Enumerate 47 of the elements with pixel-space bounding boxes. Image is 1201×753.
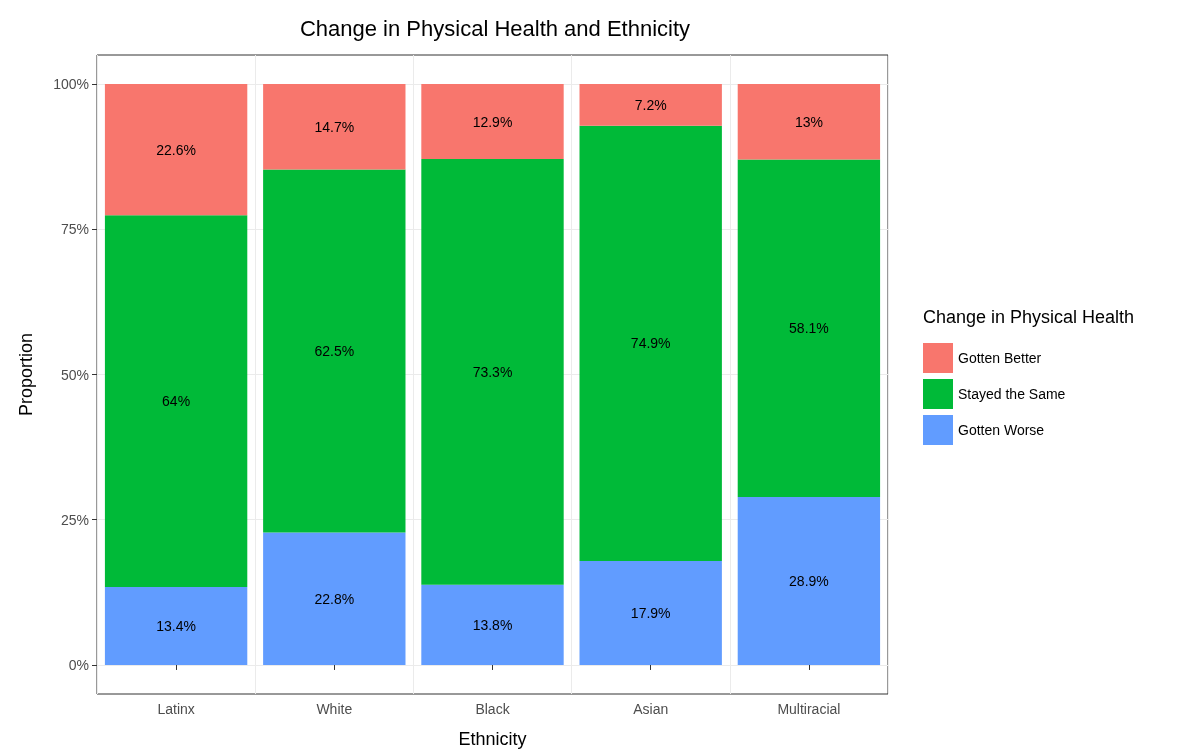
bar	[421, 584, 564, 665]
chart-title: Change in Physical Health and Ethnicity	[299, 15, 691, 41]
bar	[104, 215, 248, 588]
bar	[737, 497, 881, 665]
bar	[263, 169, 406, 533]
data-label: 22.6%	[156, 141, 196, 158]
bar	[579, 125, 722, 561]
y-tick-label: 100%	[53, 76, 89, 93]
data-label: 58.1%	[789, 320, 829, 337]
data-label: 13.4%	[156, 618, 196, 635]
y-tick-label: 0%	[68, 656, 89, 673]
x-axis-title: Ethnicity	[458, 729, 527, 749]
bar	[263, 84, 406, 170]
bar	[263, 532, 406, 665]
x-tick-label: White	[316, 701, 353, 717]
data-label: 62.5%	[314, 342, 355, 359]
data-label: 73.3%	[472, 363, 513, 380]
data-label: 28.9%	[789, 573, 829, 590]
x-tick-label: Asian	[633, 701, 669, 717]
data-label: 14.7%	[314, 118, 355, 135]
data-label: 12.9%	[472, 113, 513, 130]
bar	[421, 158, 564, 585]
bar	[104, 84, 248, 216]
y-axis-title: Proportion	[16, 332, 36, 417]
bar	[421, 84, 564, 159]
x-tick-label: Latinx	[157, 701, 195, 717]
data-label: 17.9%	[630, 604, 671, 621]
data-label: 13.8%	[472, 616, 513, 633]
x-tick-label: Black	[475, 701, 511, 717]
y-tick-label: 50%	[60, 366, 89, 383]
bar	[737, 159, 881, 498]
legend-title: Change in Physical Health	[923, 307, 1135, 327]
data-label: 13%	[794, 113, 823, 130]
legend-label: Stayed the Same	[958, 386, 1066, 402]
data-label: 22.8%	[314, 590, 355, 607]
legend-label: Gotten Worse	[958, 422, 1045, 438]
legend-label: Gotten Better	[958, 350, 1042, 366]
y-tick-label: 25%	[60, 511, 89, 528]
y-tick-label: 75%	[60, 221, 89, 238]
data-label: 64%	[162, 393, 191, 410]
bar	[579, 560, 722, 665]
x-tick-label: Multiracial	[777, 701, 841, 717]
data-label: 74.9%	[630, 335, 671, 352]
bar	[579, 84, 722, 126]
data-label: 7.2%	[634, 96, 667, 113]
bar	[104, 587, 248, 665]
bar	[737, 84, 881, 160]
